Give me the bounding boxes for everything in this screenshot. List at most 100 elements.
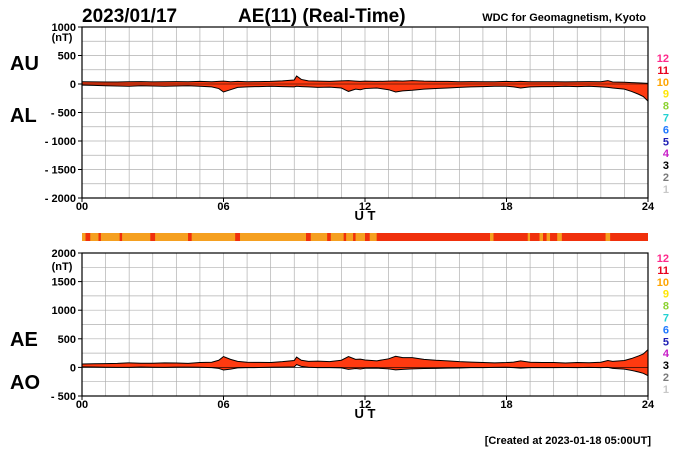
au-al-panel: 1000 500 0 - 500 - 1000 - 1500 - 2000 00 06 12 18… xyxy=(10,22,655,223)
strip-segment xyxy=(527,233,531,241)
strip-segment xyxy=(240,233,307,241)
strip-segment xyxy=(119,233,123,241)
x-tick-label: 18 xyxy=(500,201,512,213)
x-tick-label: 00 xyxy=(76,399,88,411)
y-tick-label: 1500 xyxy=(52,277,76,289)
ae-ao-fill xyxy=(82,349,648,376)
strip-segment xyxy=(546,233,551,241)
strip-segment xyxy=(353,233,356,241)
station-key-label: 5 xyxy=(663,136,669,148)
au-series-line xyxy=(81,75,649,84)
strip-segment xyxy=(365,233,370,241)
y-tick-label: 1000 xyxy=(52,305,76,317)
station-key-label: 3 xyxy=(663,360,669,372)
ae-ao-unit: (nT) xyxy=(52,261,73,273)
strip-segment xyxy=(346,233,354,241)
y-tick-label: 500 xyxy=(58,334,76,346)
al-series-line xyxy=(81,84,649,102)
strip-segment xyxy=(191,233,236,241)
station-key-label: 2 xyxy=(663,372,669,384)
ae-ao-plot xyxy=(81,349,649,377)
strip-segment xyxy=(235,233,241,241)
ae-ao-grid xyxy=(82,253,648,396)
strip-segment xyxy=(327,233,331,241)
strip-segment xyxy=(557,233,562,241)
strip-segment xyxy=(122,233,151,241)
strip-segment xyxy=(369,233,377,241)
strip-segment xyxy=(561,233,606,241)
station-key-label: 1 xyxy=(663,384,669,396)
y-tick-label: - 2000 xyxy=(45,193,76,205)
x-tick-label: 18 xyxy=(500,399,512,411)
x-tick-label: 06 xyxy=(217,201,229,213)
strip-segment xyxy=(610,233,648,241)
ao-label: AO xyxy=(10,372,40,394)
source-label: WDC for Geomagnetism, Kyoto xyxy=(482,12,646,24)
y-tick-label: 2000 xyxy=(52,248,76,260)
ae-label: AE xyxy=(10,329,38,351)
ae-series-line xyxy=(81,349,649,365)
y-tick-label: 1000 xyxy=(52,22,76,34)
station-key-label: 2 xyxy=(663,172,669,184)
station-key-label: 12 xyxy=(657,253,669,265)
strip-segment xyxy=(306,233,311,241)
strip-segment xyxy=(82,233,86,241)
y-tick-label: - 500 xyxy=(51,108,76,120)
strip-segment xyxy=(543,233,547,241)
station-key-label: 11 xyxy=(657,65,669,77)
strip-segment xyxy=(90,233,99,241)
strip-segment xyxy=(150,233,156,241)
station-key-label: 10 xyxy=(657,277,669,289)
station-key-label: 6 xyxy=(663,324,669,336)
strip-segment xyxy=(343,233,347,241)
station-key-label: 1 xyxy=(663,184,669,196)
au-al-unit: (nT) xyxy=(52,32,73,44)
au-al-y-ticks: 1000 500 0 - 500 - 1000 - 1500 - 2000 xyxy=(45,22,82,205)
strip-segment xyxy=(85,233,91,241)
index-title: AE(11) (Real-Time) xyxy=(238,6,406,27)
ae-ao-x-label: U T xyxy=(355,406,376,421)
created-label: [Created at 2023-01-18 05:00UT] xyxy=(485,435,652,447)
ae-ao-y-ticks: 2000 1500 1000 500 0 - 500 xyxy=(51,248,82,403)
au-label: AU xyxy=(10,53,39,75)
date-title: 2023/01/17 xyxy=(82,6,177,27)
strip-segment xyxy=(550,233,558,241)
x-tick-label: 06 xyxy=(217,399,229,411)
station-key-label: 4 xyxy=(663,348,670,360)
station-key-label: 10 xyxy=(657,77,669,89)
x-tick-label: 24 xyxy=(642,201,655,213)
x-tick-label: 24 xyxy=(642,399,655,411)
y-tick-label: 500 xyxy=(58,51,76,63)
station-key-label: 7 xyxy=(663,113,669,125)
station-key-label: 9 xyxy=(663,289,669,301)
al-label: AL xyxy=(10,105,37,127)
station-key-label: 3 xyxy=(663,160,669,172)
station-key-label: 8 xyxy=(663,301,669,313)
strip-segment xyxy=(188,233,192,241)
station-key-label: 12 xyxy=(657,53,669,65)
x-tick-label: 00 xyxy=(76,201,88,213)
strip-segment xyxy=(310,233,328,241)
strip-segment xyxy=(493,233,528,241)
station-key-label: 8 xyxy=(663,101,669,113)
strip-segment xyxy=(155,233,189,241)
strip-segment xyxy=(376,233,387,241)
strip-segment xyxy=(100,233,120,241)
ae-ao-x-ticks: 00 06 12 18 24 xyxy=(76,396,655,411)
station-key-label: 5 xyxy=(663,336,669,348)
y-tick-label: - 1000 xyxy=(45,136,76,148)
au-al-x-label: U T xyxy=(355,208,376,223)
strip-segment xyxy=(489,233,494,241)
y-tick-label: - 500 xyxy=(51,391,76,403)
ae-ao-panel: 2000 1500 1000 500 0 - 500 00 06 12 18 24 (nT) U … xyxy=(10,248,655,421)
au-al-x-ticks: 00 06 12 18 24 xyxy=(76,198,655,213)
au-al-plot xyxy=(81,75,649,102)
station-count-strip xyxy=(82,233,648,241)
strip-segment xyxy=(98,233,101,241)
x-tick-label: 12 xyxy=(359,201,371,213)
strip-segment xyxy=(386,233,490,241)
strip-segment xyxy=(355,233,365,241)
strip-segment xyxy=(530,233,540,241)
